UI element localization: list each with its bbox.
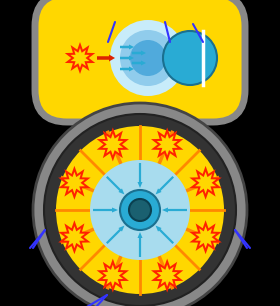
Circle shape	[110, 20, 186, 96]
Circle shape	[120, 190, 160, 230]
Polygon shape	[65, 42, 95, 74]
FancyArrow shape	[137, 232, 143, 257]
FancyArrow shape	[156, 176, 174, 194]
FancyBboxPatch shape	[35, 0, 245, 122]
FancyArrow shape	[132, 61, 146, 65]
Polygon shape	[157, 133, 178, 155]
Polygon shape	[71, 48, 90, 68]
Polygon shape	[157, 265, 178, 287]
Polygon shape	[195, 172, 216, 194]
Circle shape	[44, 114, 236, 306]
Polygon shape	[190, 166, 222, 200]
FancyArrow shape	[106, 226, 124, 244]
FancyArrow shape	[106, 176, 124, 194]
Circle shape	[120, 30, 176, 86]
Polygon shape	[97, 127, 129, 161]
Circle shape	[33, 103, 247, 306]
Polygon shape	[102, 265, 123, 287]
FancyArrow shape	[132, 50, 146, 55]
Polygon shape	[97, 259, 129, 293]
Polygon shape	[64, 226, 85, 248]
Polygon shape	[195, 226, 216, 248]
Polygon shape	[58, 220, 90, 254]
Circle shape	[130, 40, 166, 76]
Polygon shape	[102, 133, 123, 155]
Polygon shape	[151, 259, 183, 293]
Polygon shape	[190, 220, 222, 254]
Circle shape	[90, 160, 190, 260]
FancyArrow shape	[120, 66, 134, 72]
FancyArrow shape	[156, 226, 174, 244]
FancyArrow shape	[120, 44, 134, 50]
FancyArrow shape	[137, 163, 143, 188]
FancyArrow shape	[93, 207, 118, 212]
FancyArrow shape	[162, 207, 187, 212]
FancyArrow shape	[120, 55, 134, 61]
Polygon shape	[151, 127, 183, 161]
Polygon shape	[58, 166, 90, 200]
Circle shape	[163, 31, 217, 85]
Circle shape	[56, 126, 224, 294]
Polygon shape	[64, 172, 85, 194]
FancyArrow shape	[97, 54, 115, 62]
Circle shape	[129, 199, 151, 221]
